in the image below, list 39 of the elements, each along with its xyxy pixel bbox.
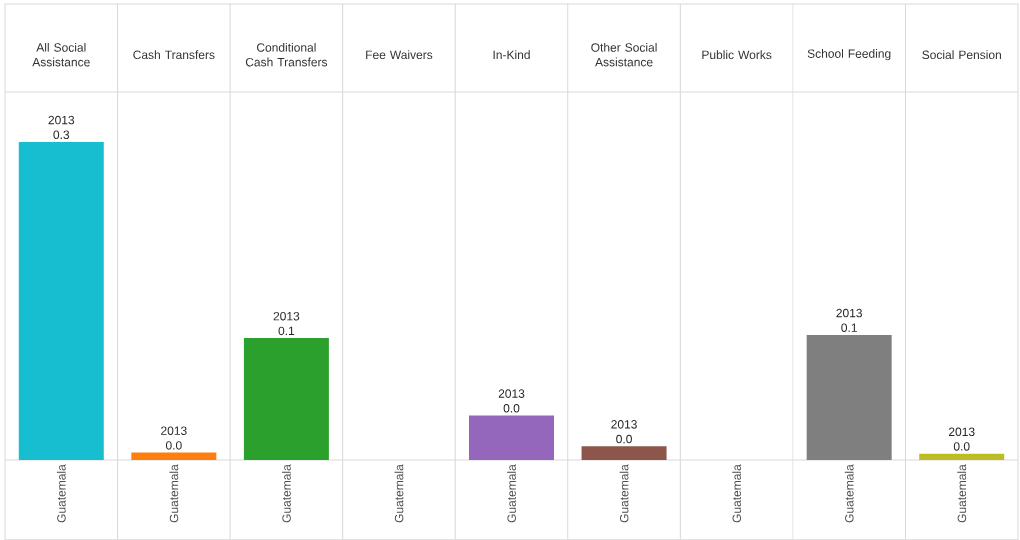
text: 2013 (611, 420, 637, 429)
text: Guatemala (619, 464, 629, 523)
x-tick-label: Public Works (702, 50, 772, 60)
text: 2013 (948, 427, 975, 437)
text: 2013 (498, 389, 525, 398)
x-tick-label: Fee Waivers (366, 50, 433, 60)
text: Guatemala (56, 464, 66, 523)
x-tick-label: In-Kind (493, 50, 530, 60)
text: Guatemala (844, 464, 854, 523)
text: 2013 (48, 115, 75, 125)
bar (581, 446, 667, 460)
text: Guatemala (281, 464, 291, 523)
text: 2013 (836, 308, 862, 318)
x-tick-label: Cash Transfers (133, 50, 215, 60)
data-label: 0.0 (165, 441, 182, 450)
series-label: 2013 (161, 426, 187, 435)
data-label: 0.3 (53, 130, 70, 140)
text: Guatemala (507, 464, 516, 523)
bar (919, 453, 1005, 460)
bar (243, 338, 329, 460)
text: Guatemala (957, 464, 967, 523)
x-tick-label: Social Pension (922, 50, 1001, 60)
x-tick-label: Conditional Cash Transfers (245, 42, 328, 67)
data-label: 0.0 (953, 442, 970, 451)
x-tick-label: All Social Assistance (32, 42, 90, 67)
text: Guatemala (169, 464, 179, 523)
text: Guatemala (732, 464, 742, 523)
data-label: 0.1 (278, 326, 295, 336)
bar (131, 452, 217, 460)
data-label: 0.1 (841, 323, 857, 332)
bar (18, 141, 104, 460)
text: Guatemala (394, 464, 404, 523)
x-tick-label: Other Social Assistance (591, 42, 657, 67)
bar (469, 415, 554, 460)
data-label: 0.0 (616, 434, 632, 444)
data-label: 0.0 (503, 404, 520, 413)
text: 2013 (273, 311, 300, 321)
x-tick-label: School Feeding (807, 49, 891, 61)
bar (806, 334, 892, 460)
